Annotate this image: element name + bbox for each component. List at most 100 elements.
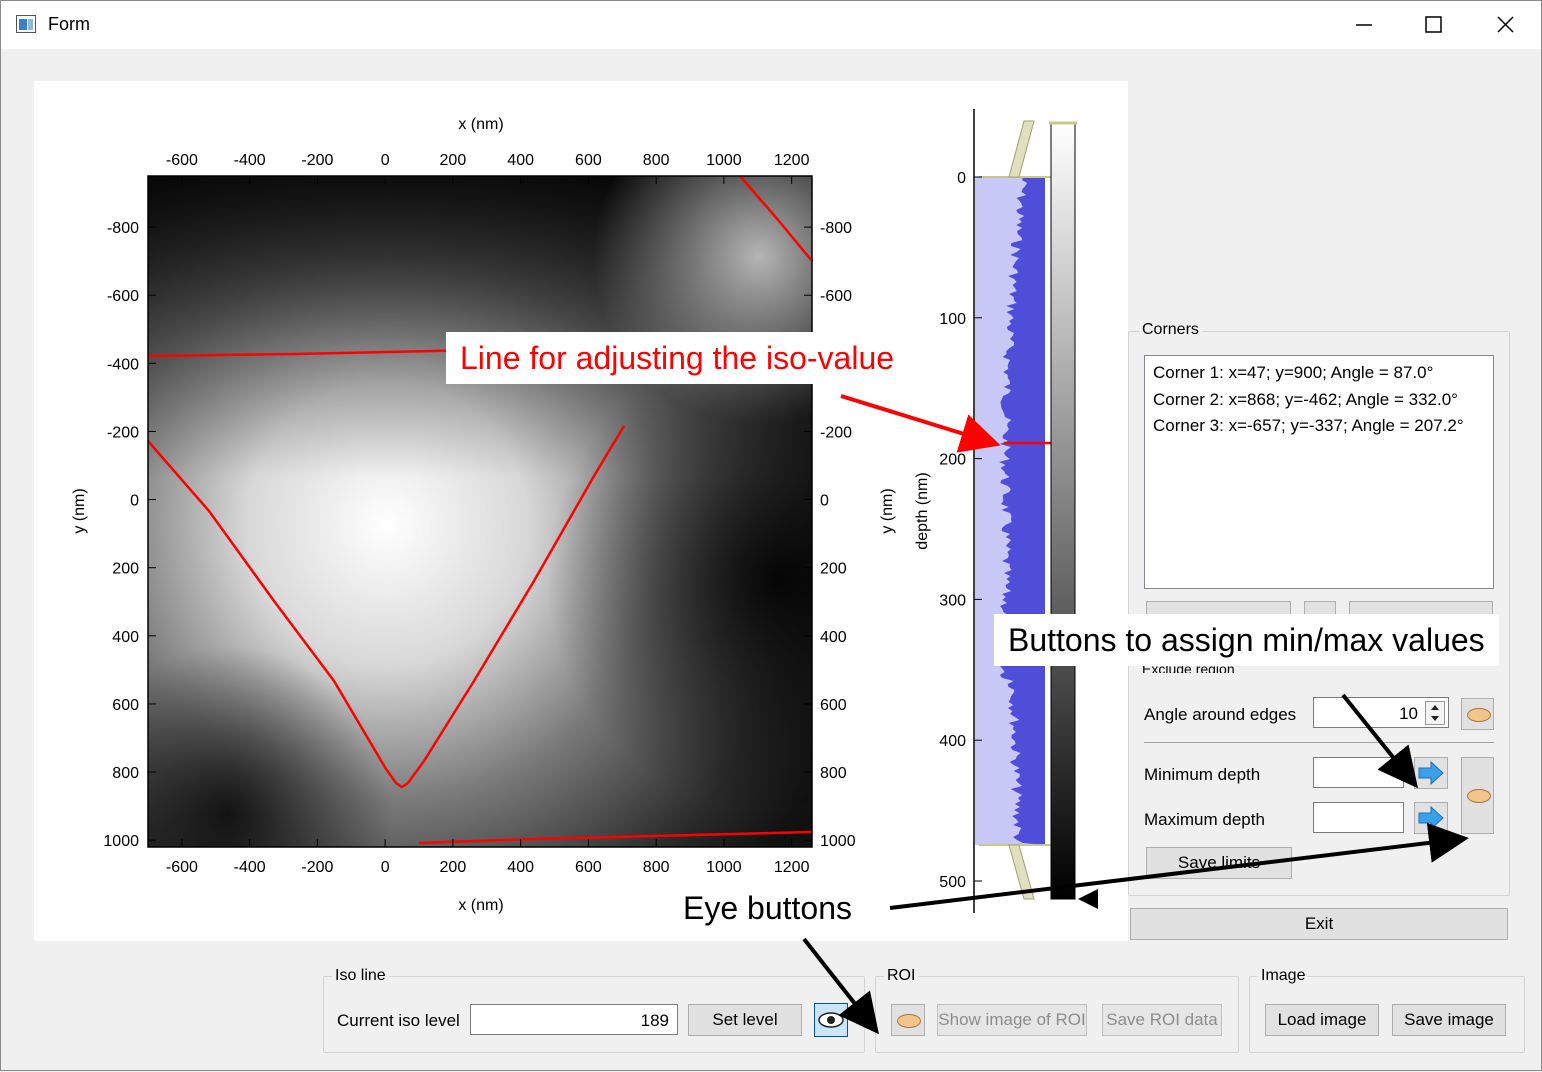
plot-canvas: -600 -600 -400 -400 -200 -200 0 0 200 200 400 400 60… xyxy=(34,81,1128,941)
exit-button[interactable]: Exit xyxy=(1130,908,1508,940)
y-tick-label-left: 800 xyxy=(112,765,139,782)
y-axis-label-right: y (nm) xyxy=(879,488,896,533)
close-button[interactable] xyxy=(1481,7,1531,43)
x-tick-label-bottom: 0 xyxy=(381,859,390,876)
save-roi-data-button[interactable]: Save ROI data xyxy=(1102,1004,1222,1036)
y-tick-label-left: -200 xyxy=(107,424,139,441)
depth-max-connector xyxy=(1008,844,1035,900)
x-tick-label-top: -600 xyxy=(166,152,198,169)
spin-arrows-icon[interactable] xyxy=(1425,701,1445,725)
y-tick-label-right: 400 xyxy=(820,629,847,646)
angle-spinbox[interactable]: 10 xyxy=(1313,697,1449,728)
x-tick-label-top: -400 xyxy=(234,152,266,169)
y-tick-label-left: -800 xyxy=(107,220,139,237)
depth-tick-label: 100 xyxy=(939,311,966,328)
y-tick-label-right: -800 xyxy=(820,220,852,237)
x-tick-label-top: 1200 xyxy=(774,152,810,169)
y-tick-label-right: 0 xyxy=(820,493,829,510)
y-tick-label-right: 200 xyxy=(820,561,847,578)
maximum-depth-label: Maximum depth xyxy=(1144,810,1265,829)
depth-tick-label: 500 xyxy=(939,874,966,891)
y-tick-label-right: -600 xyxy=(820,288,852,305)
minimum-depth-input[interactable] xyxy=(1313,757,1404,788)
x-tick-label-bottom: 1200 xyxy=(774,859,810,876)
corner-list-item[interactable]: Corner 3: x=-657; y=-337; Angle = 207.2° xyxy=(1153,416,1464,435)
x-tick-label-top: 600 xyxy=(575,152,602,169)
x-tick-label-top: 200 xyxy=(440,152,467,169)
minimize-button[interactable] xyxy=(1339,7,1389,43)
y-axis-label-left: y (nm) xyxy=(71,488,88,533)
iso-eye-button[interactable] xyxy=(814,1003,848,1037)
iso-level-input[interactable]: 189 xyxy=(470,1004,678,1035)
x-tick-label-bottom: -600 xyxy=(166,859,198,876)
y-tick-label-left: 400 xyxy=(112,629,139,646)
depth-min-connector xyxy=(1008,120,1035,178)
eye-icon xyxy=(1467,789,1491,803)
minmax-annotation: Buttons to assign min/max values xyxy=(994,614,1499,666)
window-title: Form xyxy=(48,14,90,34)
show-image-of-roi-button[interactable]: Show image of ROI xyxy=(937,1004,1087,1036)
corners-list[interactable]: Corner 1: x=47; y=900; Angle = 87.0° Corn… xyxy=(1144,355,1494,589)
save-limits-button[interactable]: Save limits xyxy=(1146,847,1292,879)
exclude-eye-button[interactable] xyxy=(1461,698,1494,730)
x-tick-label-bottom: 400 xyxy=(507,859,534,876)
plot-frame xyxy=(147,175,813,848)
y-tick-label-left: 200 xyxy=(112,561,139,578)
x-axis-label-bottom: x (nm) xyxy=(458,897,503,914)
y-tick-label-right: 800 xyxy=(820,765,847,782)
maximum-depth-input[interactable] xyxy=(1313,802,1404,833)
x-tick-label-top: 800 xyxy=(643,152,670,169)
x-axis-label-top: x (nm) xyxy=(458,116,503,133)
eye-icon xyxy=(897,1014,921,1028)
plot-svg: -600 -600 -400 -400 -200 -200 0 0 200 200 400 400 60… xyxy=(71,109,1098,914)
corner-list-item[interactable]: Corner 1: x=47; y=900; Angle = 87.0° xyxy=(1153,363,1434,382)
colorbar xyxy=(1050,122,1076,900)
iso-line-annotation: Line for adjusting the iso-value xyxy=(446,332,909,384)
corner-list-item[interactable]: Corner 2: x=868; y=-462; Angle = 332.0° xyxy=(1153,389,1458,409)
tick-marks xyxy=(148,176,812,847)
y-tick-label-left: -600 xyxy=(107,288,139,305)
assign-max-button[interactable] xyxy=(1414,802,1448,834)
depth-histogram xyxy=(999,177,1045,845)
maximize-icon xyxy=(1425,16,1442,33)
maximize-button[interactable] xyxy=(1409,7,1459,43)
y-tick-label-right: -200 xyxy=(820,424,852,441)
y-tick-label-left: -400 xyxy=(107,356,139,373)
y-tick-label-left: 600 xyxy=(112,697,139,714)
x-tick-label-bottom: 800 xyxy=(643,859,670,876)
depth-tick-label: 300 xyxy=(939,592,966,609)
minimum-depth-label: Minimum depth xyxy=(1144,765,1261,784)
arrow-right-icon xyxy=(1418,805,1444,831)
depth-tick-label: 200 xyxy=(939,452,966,469)
close-icon xyxy=(1497,16,1514,33)
save-image-button[interactable]: Save image xyxy=(1392,1004,1506,1036)
x-tick-label-top: -200 xyxy=(301,152,333,169)
angle-value: 10 xyxy=(1399,704,1418,723)
set-level-button[interactable]: Set level xyxy=(688,1004,802,1036)
separator xyxy=(1144,742,1494,743)
depth-tick-label: 400 xyxy=(939,733,966,750)
angle-around-edges-label: Angle around edges xyxy=(1144,705,1297,724)
iso-line-group-title: Iso line xyxy=(332,967,389,985)
image-group xyxy=(1249,976,1525,1053)
eye-buttons-annotation: Eye buttons xyxy=(683,890,852,926)
depth-eye-button[interactable] xyxy=(1461,757,1494,834)
depth-axis-label: depth (nm) xyxy=(914,472,931,549)
y-tick-label-right: 600 xyxy=(820,697,847,714)
roi-eye-button[interactable] xyxy=(891,1004,925,1036)
roi-group-title: ROI xyxy=(884,967,919,985)
colorbar-slider-handle[interactable] xyxy=(1078,889,1098,909)
corners-group-title: Corners xyxy=(1139,321,1202,339)
y-tick-label-left: 1000 xyxy=(103,833,139,850)
current-iso-level-label: Current iso level xyxy=(337,1011,460,1030)
load-image-button[interactable]: Load image xyxy=(1265,1004,1379,1036)
image-group-title: Image xyxy=(1258,967,1309,985)
y-tick-label-left: 0 xyxy=(130,493,139,510)
arrow-right-icon xyxy=(1418,760,1444,786)
depth-tick-label: 0 xyxy=(957,170,966,187)
x-tick-label-bottom: 200 xyxy=(440,859,467,876)
assign-min-button[interactable] xyxy=(1414,757,1448,789)
x-tick-label-top: 400 xyxy=(507,152,534,169)
x-tick-label-bottom: 600 xyxy=(575,859,602,876)
